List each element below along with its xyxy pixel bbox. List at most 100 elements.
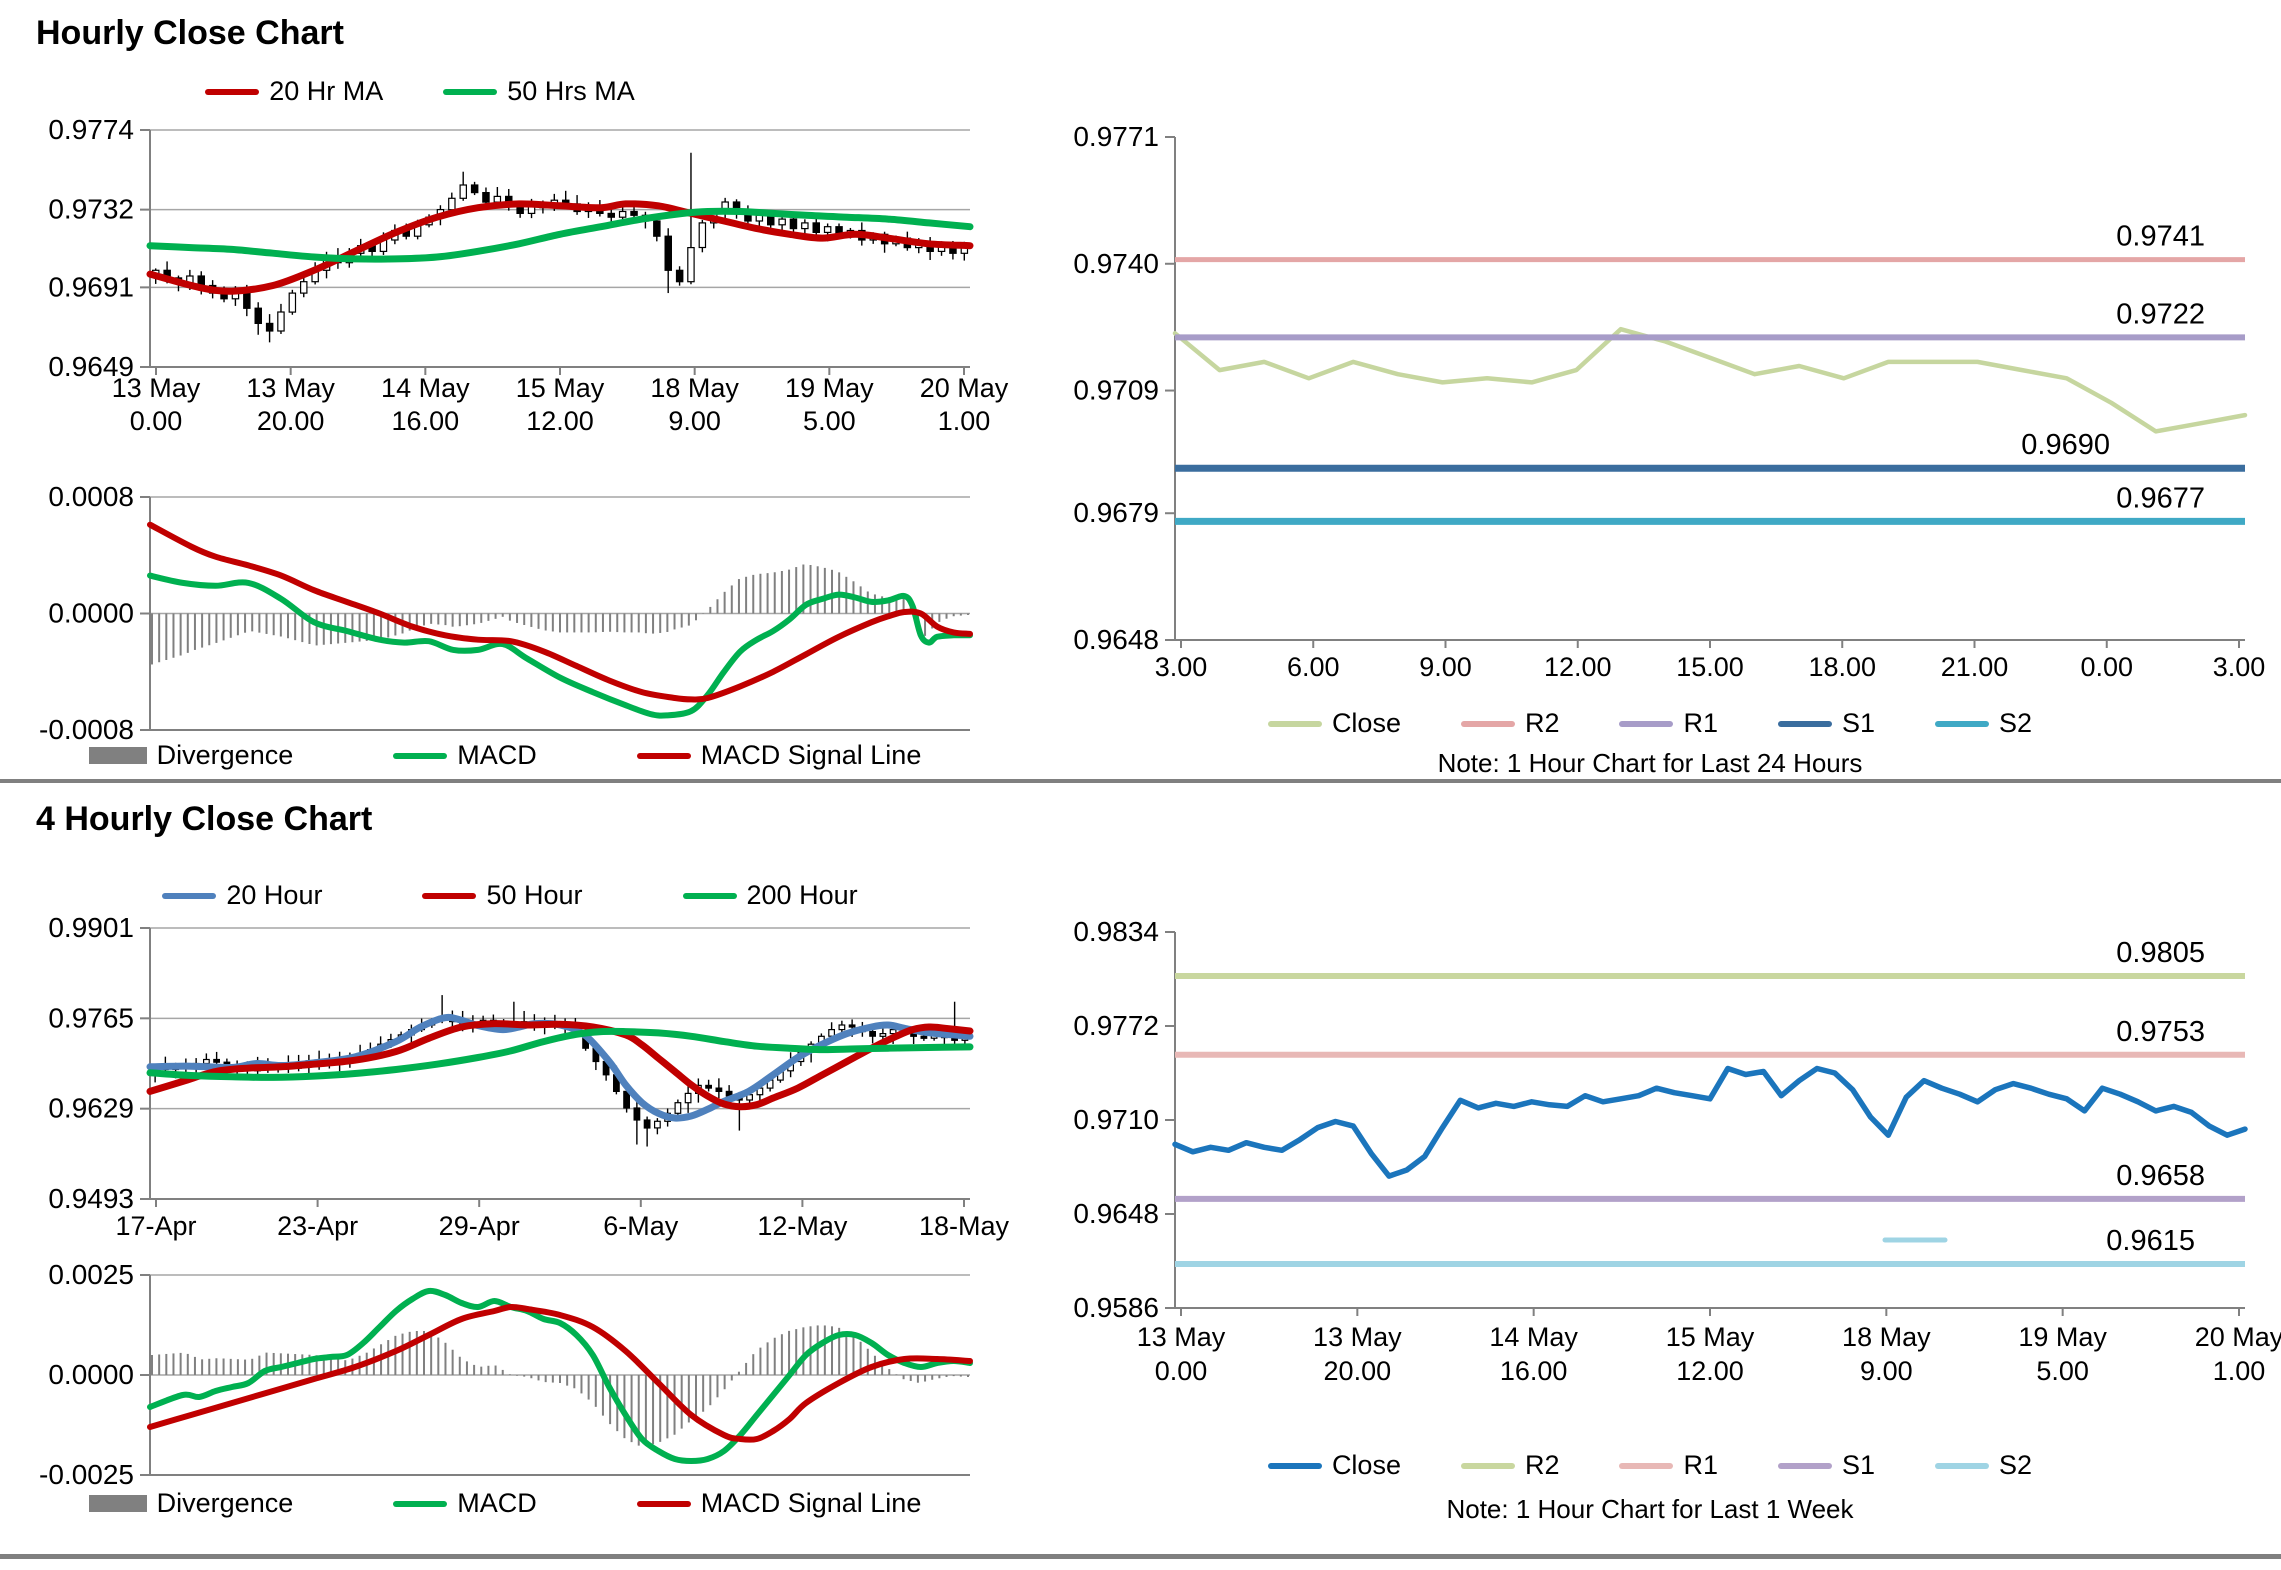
legend-swatch-r2 xyxy=(1460,720,1515,727)
four-hourly-macd-legend: Divergence MACD MACD Signal Line xyxy=(40,1488,970,1519)
legend-item: 20 Hr MA xyxy=(205,76,383,107)
legend-label: Divergence xyxy=(156,1488,294,1518)
legend-swatch-r1 xyxy=(1619,1462,1674,1469)
svg-text:0.9753: 0.9753 xyxy=(2116,1016,2205,1048)
legend-item: 20 Hour xyxy=(162,880,322,911)
legend-item: S2 xyxy=(1935,708,2032,739)
legend-swatch-50-hrs-ma xyxy=(443,88,498,95)
legend-label: 20 Hour xyxy=(226,880,323,910)
legend-item: 50 Hour xyxy=(422,880,583,911)
svg-text:12.00: 12.00 xyxy=(1544,652,1612,682)
svg-text:13 May: 13 May xyxy=(1137,1322,1226,1352)
svg-text:0.9615: 0.9615 xyxy=(2106,1225,2195,1257)
legend-swatch-20-hour xyxy=(162,892,217,899)
svg-text:12.00: 12.00 xyxy=(526,406,594,436)
legend-label: R1 xyxy=(1683,1450,1718,1480)
svg-text:6-May: 6-May xyxy=(603,1211,679,1241)
legend-label: R2 xyxy=(1524,1450,1560,1480)
svg-text:0.9901: 0.9901 xyxy=(48,912,134,943)
four-hourly-sr-note: Note: 1 Hour Chart for Last 1 Week xyxy=(1446,1494,1854,1524)
svg-text:0.00: 0.00 xyxy=(2080,652,2133,682)
svg-text:0.9710: 0.9710 xyxy=(1073,1104,1159,1135)
legend-swatch-s2 xyxy=(1935,1462,1990,1469)
legend-label: MACD xyxy=(457,1488,537,1518)
legend-swatch-r2 xyxy=(1460,1462,1515,1469)
svg-text:0.9586: 0.9586 xyxy=(1073,1292,1159,1323)
legend-swatch-20-hr-ma xyxy=(205,88,260,95)
legend-swatch-divergence xyxy=(88,1495,147,1512)
svg-text:0.9740: 0.9740 xyxy=(1073,248,1159,279)
svg-text:0.9648: 0.9648 xyxy=(1073,624,1159,655)
legend-swatch-s2 xyxy=(1935,720,1990,727)
legend-item: MACD Signal Line xyxy=(636,1488,921,1519)
svg-text:0.9658: 0.9658 xyxy=(2116,1160,2205,1192)
svg-text:23-Apr: 23-Apr xyxy=(277,1211,358,1241)
svg-text:20.00: 20.00 xyxy=(257,406,325,436)
svg-text:0.9709: 0.9709 xyxy=(1073,375,1159,406)
svg-text:0.0008: 0.0008 xyxy=(48,481,134,512)
legend-label: S1 xyxy=(1842,708,1876,738)
svg-text:18-May: 18-May xyxy=(919,1211,1010,1241)
svg-text:0.00: 0.00 xyxy=(1155,1356,1208,1386)
svg-text:0.9722: 0.9722 xyxy=(2116,298,2205,330)
legend-swatch-macd xyxy=(393,752,448,759)
four-hourly-macd-chart: 0.0025 0.0000 -0.0025 xyxy=(39,1259,973,1490)
svg-text:20 May: 20 May xyxy=(920,373,1009,403)
svg-text:12.00: 12.00 xyxy=(1676,1356,1744,1386)
legend-item: Close xyxy=(1267,1450,1401,1481)
svg-text:3.00: 3.00 xyxy=(2213,652,2266,682)
svg-text:14 May: 14 May xyxy=(1489,1322,1578,1352)
legend-item: S1 xyxy=(1778,708,1875,739)
svg-text:9.00: 9.00 xyxy=(1860,1356,1913,1386)
legend-swatch-close xyxy=(1267,720,1322,727)
legend-label: S1 xyxy=(1842,1450,1876,1480)
legend-item: 50 Hrs MA xyxy=(443,76,635,107)
legend-item: Divergence xyxy=(88,740,294,771)
legend-label: R1 xyxy=(1683,708,1718,738)
legend-swatch-s1 xyxy=(1778,720,1832,727)
svg-text:0.9648: 0.9648 xyxy=(1073,1198,1159,1229)
svg-text:15.00: 15.00 xyxy=(1676,652,1744,682)
svg-text:0.9677: 0.9677 xyxy=(2116,482,2205,514)
svg-text:15 May: 15 May xyxy=(516,373,605,403)
svg-text:1.00: 1.00 xyxy=(938,406,991,436)
svg-text:15 May: 15 May xyxy=(1666,1322,1755,1352)
svg-text:0.9732: 0.9732 xyxy=(48,194,134,225)
hourly-macd-legend: Divergence MACD MACD Signal Line xyxy=(40,740,970,771)
legend-item: R1 xyxy=(1619,708,1718,739)
svg-text:6.00: 6.00 xyxy=(1287,652,1340,682)
svg-text:18 May: 18 May xyxy=(1842,1322,1931,1352)
legend-item: S2 xyxy=(1935,1450,2032,1481)
legend-swatch-macd xyxy=(393,1500,448,1507)
svg-text:0.00: 0.00 xyxy=(130,406,183,436)
svg-text:29-Apr: 29-Apr xyxy=(439,1211,520,1241)
legend-item: Close xyxy=(1267,708,1401,739)
svg-text:18 May: 18 May xyxy=(650,373,739,403)
legend-label: R2 xyxy=(1524,708,1560,738)
hourly-price-legend: 20 Hr MA 50 Hrs MA xyxy=(40,76,800,107)
legend-item: 200 Hour xyxy=(682,880,858,911)
legend-swatch-200-hour xyxy=(682,892,737,899)
legend-label: Divergence xyxy=(156,740,294,770)
svg-text:17-Apr: 17-Apr xyxy=(115,1211,196,1241)
svg-text:13 May: 13 May xyxy=(1313,1322,1402,1352)
bottom-divider xyxy=(0,1554,2281,1559)
svg-text:0.9765: 0.9765 xyxy=(48,1002,134,1033)
svg-text:0.9649: 0.9649 xyxy=(48,351,134,382)
svg-text:0.0000: 0.0000 xyxy=(48,598,134,629)
legend-item: R2 xyxy=(1460,708,1560,739)
legend-item: S1 xyxy=(1778,1450,1875,1481)
svg-text:12-May: 12-May xyxy=(757,1211,848,1241)
legend-item: R1 xyxy=(1619,1450,1718,1481)
legend-swatch-macd-signal-line xyxy=(636,752,691,759)
hourly-chart-title: Hourly Close Chart xyxy=(36,14,344,52)
legend-swatch-s1 xyxy=(1778,1462,1832,1469)
legend-label: Close xyxy=(1331,1450,1401,1480)
svg-text:-0.0025: -0.0025 xyxy=(39,1459,134,1490)
section-divider xyxy=(0,779,2281,783)
legend-label: 20 Hr MA xyxy=(269,76,384,106)
legend-item: MACD Signal Line xyxy=(636,740,921,771)
